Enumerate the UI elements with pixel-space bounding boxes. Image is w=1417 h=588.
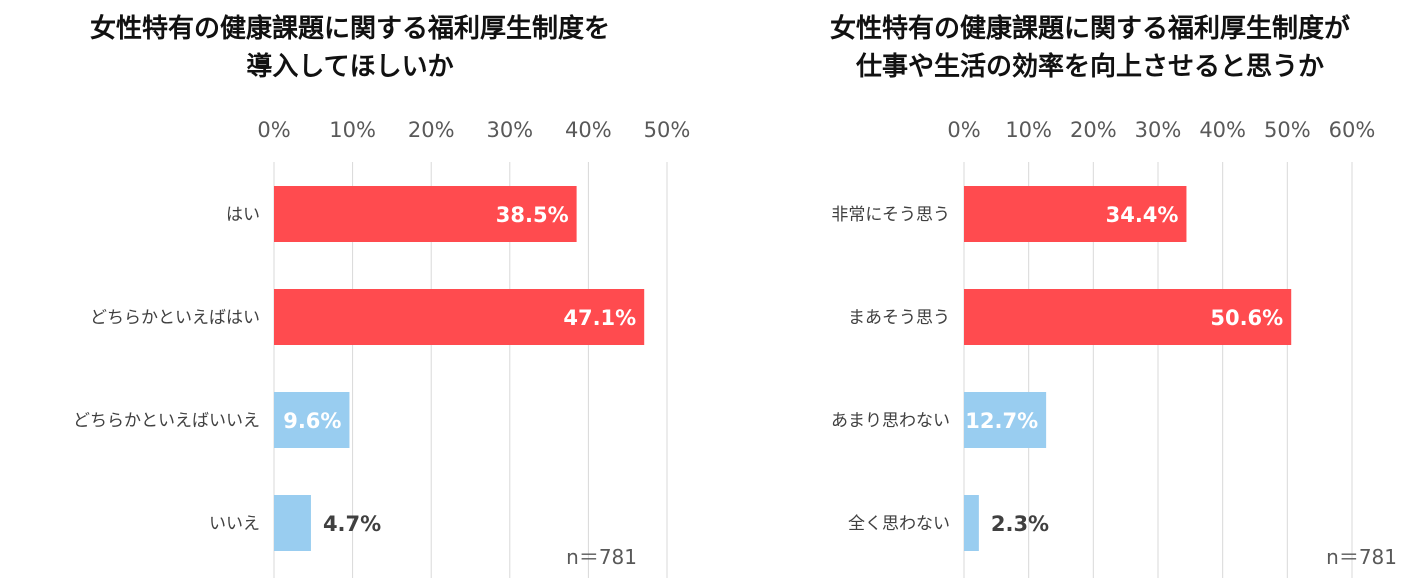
x-tick-label: 20% [408, 118, 455, 142]
category-label: はい [226, 205, 260, 225]
chart-title-left: 女性特有の健康課題に関する福利厚生制度を 導入してほしいか [40, 10, 660, 86]
x-tick-label: 30% [486, 118, 533, 142]
bar [274, 186, 577, 242]
category-label: どちらかといえばはい [90, 308, 260, 328]
chart-title-right-line-2: 仕事や生活の効率を向上させると思うか [855, 52, 1324, 82]
bar [274, 392, 350, 448]
category-label: まあそう思う [848, 308, 950, 328]
category-label: どちらかといえばいいえ [73, 411, 260, 431]
sample-size-note: n＝781 [1326, 545, 1397, 569]
bar [964, 186, 1187, 242]
chart-title-right: 女性特有の健康課題に関する福利厚生制度が 仕事や生活の効率を向上させると思うか [780, 10, 1400, 86]
sample-size-note: n＝781 [566, 545, 637, 569]
category-label: 全く思わない [848, 514, 950, 534]
bar [274, 495, 311, 551]
bar [274, 289, 645, 345]
x-tick-label: 0% [947, 118, 980, 142]
data-label: 2.3% [991, 512, 1049, 536]
data-label: 4.7% [323, 512, 381, 536]
chart-title-left-line-1: 女性特有の健康課題に関する福利厚生制度を [89, 14, 610, 44]
x-tick-label: 40% [1199, 118, 1246, 142]
chart-title-left-line-2: 導入してほしいか [246, 52, 454, 82]
category-label: いいえ [209, 514, 260, 534]
data-label: 38.5% [496, 203, 569, 227]
bar [964, 495, 979, 551]
x-tick-label: 40% [565, 118, 612, 142]
x-tick-label: 20% [1070, 118, 1117, 142]
x-tick-label: 60% [1329, 118, 1376, 142]
data-label: 34.4% [1106, 203, 1179, 227]
data-label: 9.6% [283, 409, 341, 433]
data-label: 50.6% [1210, 306, 1283, 330]
category-label: あまり思わない [831, 411, 950, 431]
x-tick-label: 0% [257, 118, 290, 142]
x-tick-label: 50% [1264, 118, 1311, 142]
x-tick-label: 10% [329, 118, 376, 142]
category-label: 非常にそう思う [831, 205, 950, 225]
bar [964, 289, 1292, 345]
data-label: 12.7% [965, 409, 1038, 433]
x-tick-label: 50% [644, 118, 691, 142]
x-tick-label: 10% [1005, 118, 1052, 142]
x-tick-label: 30% [1135, 118, 1182, 142]
chart-title-right-line-1: 女性特有の健康課題に関する福利厚生制度が [829, 14, 1350, 44]
data-label: 47.1% [563, 306, 636, 330]
bar [964, 392, 1047, 448]
